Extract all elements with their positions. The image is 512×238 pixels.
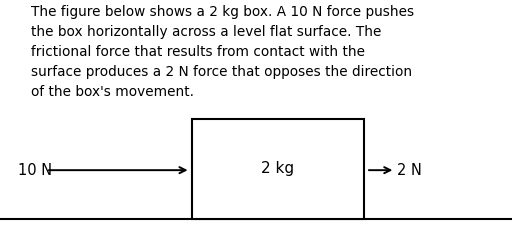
Text: The figure below shows a 2 kg box. A 10 N force pushes
the box horizontally acro: The figure below shows a 2 kg box. A 10 … bbox=[31, 5, 414, 99]
Bar bbox=[192, 119, 364, 219]
Text: 10 N: 10 N bbox=[18, 163, 52, 178]
Text: 2 kg: 2 kg bbox=[261, 161, 294, 177]
Text: 2 N: 2 N bbox=[397, 163, 422, 178]
